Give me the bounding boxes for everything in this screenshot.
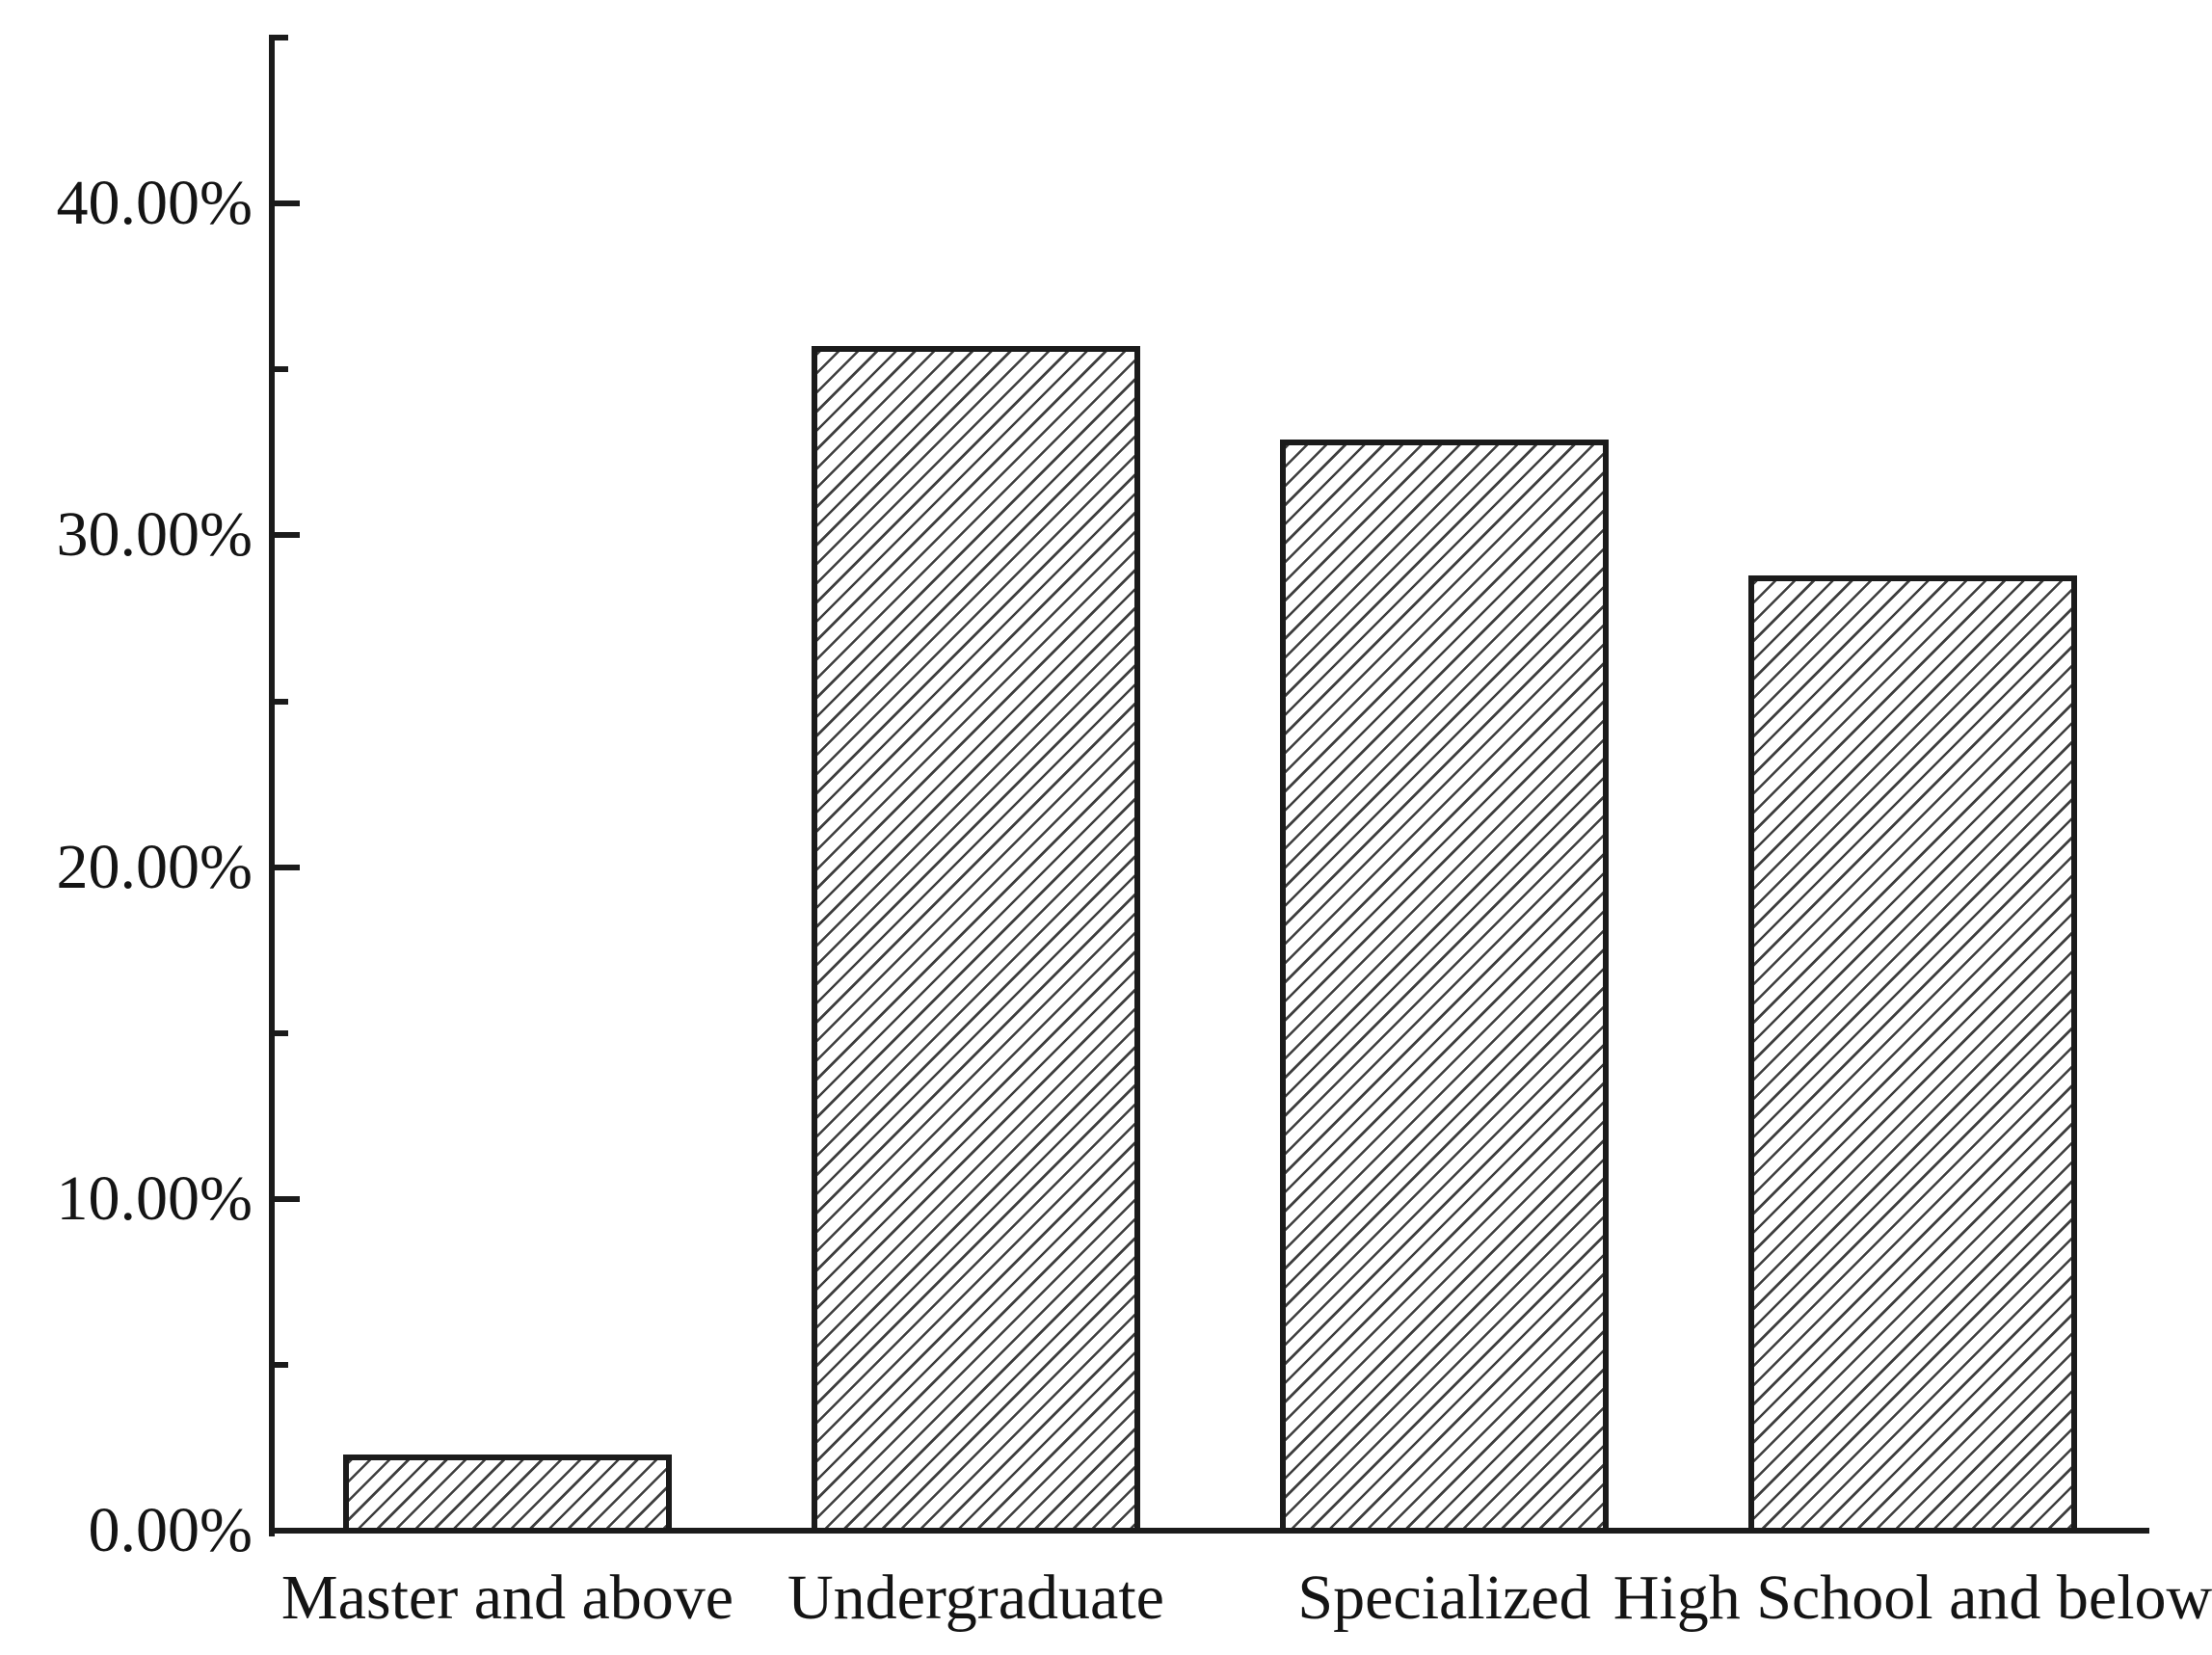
y-tick-label: 40.00% <box>56 168 253 239</box>
x-axis-line <box>269 1528 2149 1534</box>
y-minor-tick <box>275 35 288 41</box>
x-category-label: Undergraduate <box>787 1562 1164 1633</box>
y-tick-label: 10.00% <box>56 1162 253 1234</box>
y-major-tick <box>275 1195 300 1202</box>
y-tick-label: 30.00% <box>56 499 253 571</box>
y-tick-label: 20.00% <box>56 831 253 902</box>
y-major-tick <box>275 200 300 207</box>
bar-master-and-above <box>343 1455 672 1534</box>
y-minor-tick <box>275 1029 288 1036</box>
y-tick-label: 0.00% <box>88 1495 253 1565</box>
bar-high-school-and-below <box>1748 575 2077 1534</box>
y-axis-line <box>269 35 275 1536</box>
bar-undergraduate <box>812 346 1140 1534</box>
y-minor-tick <box>275 698 288 705</box>
y-major-tick <box>275 532 300 539</box>
y-minor-tick <box>275 1361 288 1368</box>
x-category-label: Master and above <box>280 1562 734 1633</box>
y-major-tick <box>275 864 300 870</box>
bar-specialized <box>1280 440 1609 1534</box>
y-minor-tick <box>275 366 288 373</box>
x-category-label: High School and below <box>1612 1562 2212 1633</box>
x-category-label: Specialized <box>1297 1562 1591 1633</box>
